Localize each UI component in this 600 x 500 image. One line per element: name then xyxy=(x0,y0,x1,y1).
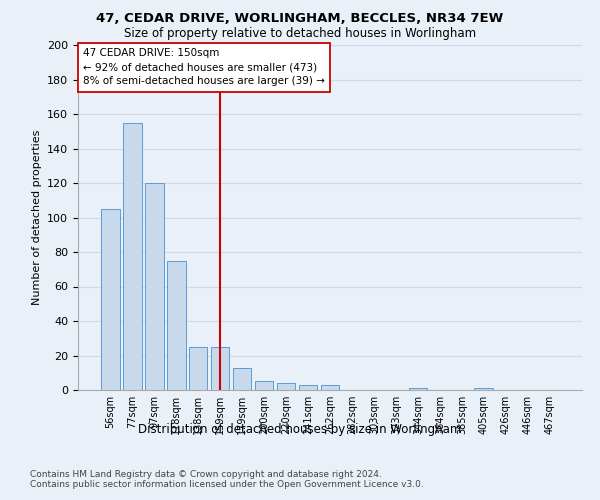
Bar xyxy=(409,388,427,390)
Text: Size of property relative to detached houses in Worlingham: Size of property relative to detached ho… xyxy=(124,28,476,40)
Bar xyxy=(211,347,229,390)
Bar xyxy=(145,183,164,390)
Bar xyxy=(189,347,208,390)
Text: Contains HM Land Registry data © Crown copyright and database right 2024.
Contai: Contains HM Land Registry data © Crown c… xyxy=(30,470,424,490)
Bar xyxy=(475,388,493,390)
Bar xyxy=(277,383,295,390)
Y-axis label: Number of detached properties: Number of detached properties xyxy=(32,130,41,305)
Text: 47 CEDAR DRIVE: 150sqm
← 92% of detached houses are smaller (473)
8% of semi-det: 47 CEDAR DRIVE: 150sqm ← 92% of detached… xyxy=(83,48,325,86)
Bar xyxy=(167,260,185,390)
Bar xyxy=(233,368,251,390)
Bar xyxy=(101,209,119,390)
Bar xyxy=(299,385,317,390)
Bar xyxy=(123,122,142,390)
Text: Distribution of detached houses by size in Worlingham: Distribution of detached houses by size … xyxy=(139,422,461,436)
Bar xyxy=(255,382,274,390)
Text: 47, CEDAR DRIVE, WORLINGHAM, BECCLES, NR34 7EW: 47, CEDAR DRIVE, WORLINGHAM, BECCLES, NR… xyxy=(97,12,503,26)
Bar xyxy=(320,385,340,390)
